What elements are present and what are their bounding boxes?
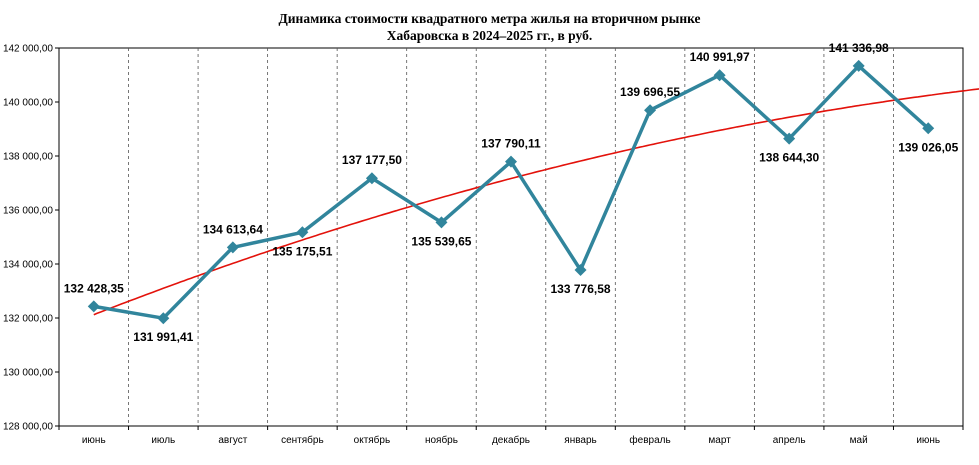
data-point-marker <box>852 59 865 72</box>
y-tick-label: 136 000,00 <box>3 206 53 217</box>
data-point-marker <box>505 155 517 168</box>
data-point-marker <box>226 241 239 254</box>
x-tick-label: декабрь <box>492 434 530 446</box>
x-tick-label: январь <box>564 435 596 446</box>
y-tick-label: 142 000,00 <box>3 44 53 55</box>
plot-area <box>58 47 964 427</box>
data-label: 135 539,65 <box>411 234 471 248</box>
x-tick-label: октябрь <box>354 434 391 446</box>
series-line <box>93 64 930 320</box>
data-label: 139 696,55 <box>620 85 680 99</box>
data-point-marker <box>296 226 309 239</box>
x-tick-label: июль <box>151 435 175 446</box>
data-point-marker <box>713 69 726 82</box>
y-tick-label: 134 000,00 <box>3 260 53 271</box>
data-point-marker <box>574 264 587 277</box>
data-point-marker <box>157 312 170 325</box>
data-label: 139 026,05 <box>898 140 958 154</box>
data-point-marker <box>365 172 378 185</box>
data-label: 131 991,41 <box>133 330 193 344</box>
x-tick-label: март <box>708 435 731 446</box>
data-label: 133 776,58 <box>551 282 611 296</box>
x-tick-label: ноябрь <box>425 434 458 446</box>
x-tick-label: апрель <box>773 435 806 446</box>
data-label: 137 177,50 <box>342 153 402 167</box>
data-label: 140 991,97 <box>690 50 750 64</box>
data-label: 135 175,51 <box>272 244 332 258</box>
chart-title: Динамика стоимости квадратного метра жил… <box>0 10 979 44</box>
x-tick-label: июнь <box>916 435 940 446</box>
y-tick-label: 128 000,00 <box>3 422 53 433</box>
data-label: 138 644,30 <box>759 151 819 165</box>
data-label: 134 613,64 <box>203 222 263 236</box>
data-label: 132 428,35 <box>64 281 124 295</box>
x-tick-label: февраль <box>629 434 670 446</box>
data-point-marker <box>922 122 935 135</box>
chart-title-line1: Динамика стоимости квадратного метра жил… <box>278 11 701 26</box>
y-tick-label: 132 000,00 <box>3 314 53 325</box>
data-point-marker <box>783 132 796 145</box>
data-label: 137 790,11 <box>481 137 541 151</box>
data-label: 141 336,98 <box>829 41 889 55</box>
y-tick-label: 130 000,00 <box>3 368 53 379</box>
y-tick-label: 140 000,00 <box>3 98 53 109</box>
data-point-marker <box>435 216 448 229</box>
x-tick-label: май <box>850 435 868 446</box>
data-point-marker <box>644 104 657 117</box>
chart-title-line2: Хабаровска в 2024–2025 гг., в руб. <box>386 28 593 43</box>
trendline <box>93 88 979 316</box>
x-tick-label: сентябрь <box>281 434 324 446</box>
data-point-marker <box>87 300 100 313</box>
x-tick-label: июнь <box>82 435 106 446</box>
x-tick-label: август <box>218 435 247 446</box>
y-tick-label: 138 000,00 <box>3 152 53 163</box>
